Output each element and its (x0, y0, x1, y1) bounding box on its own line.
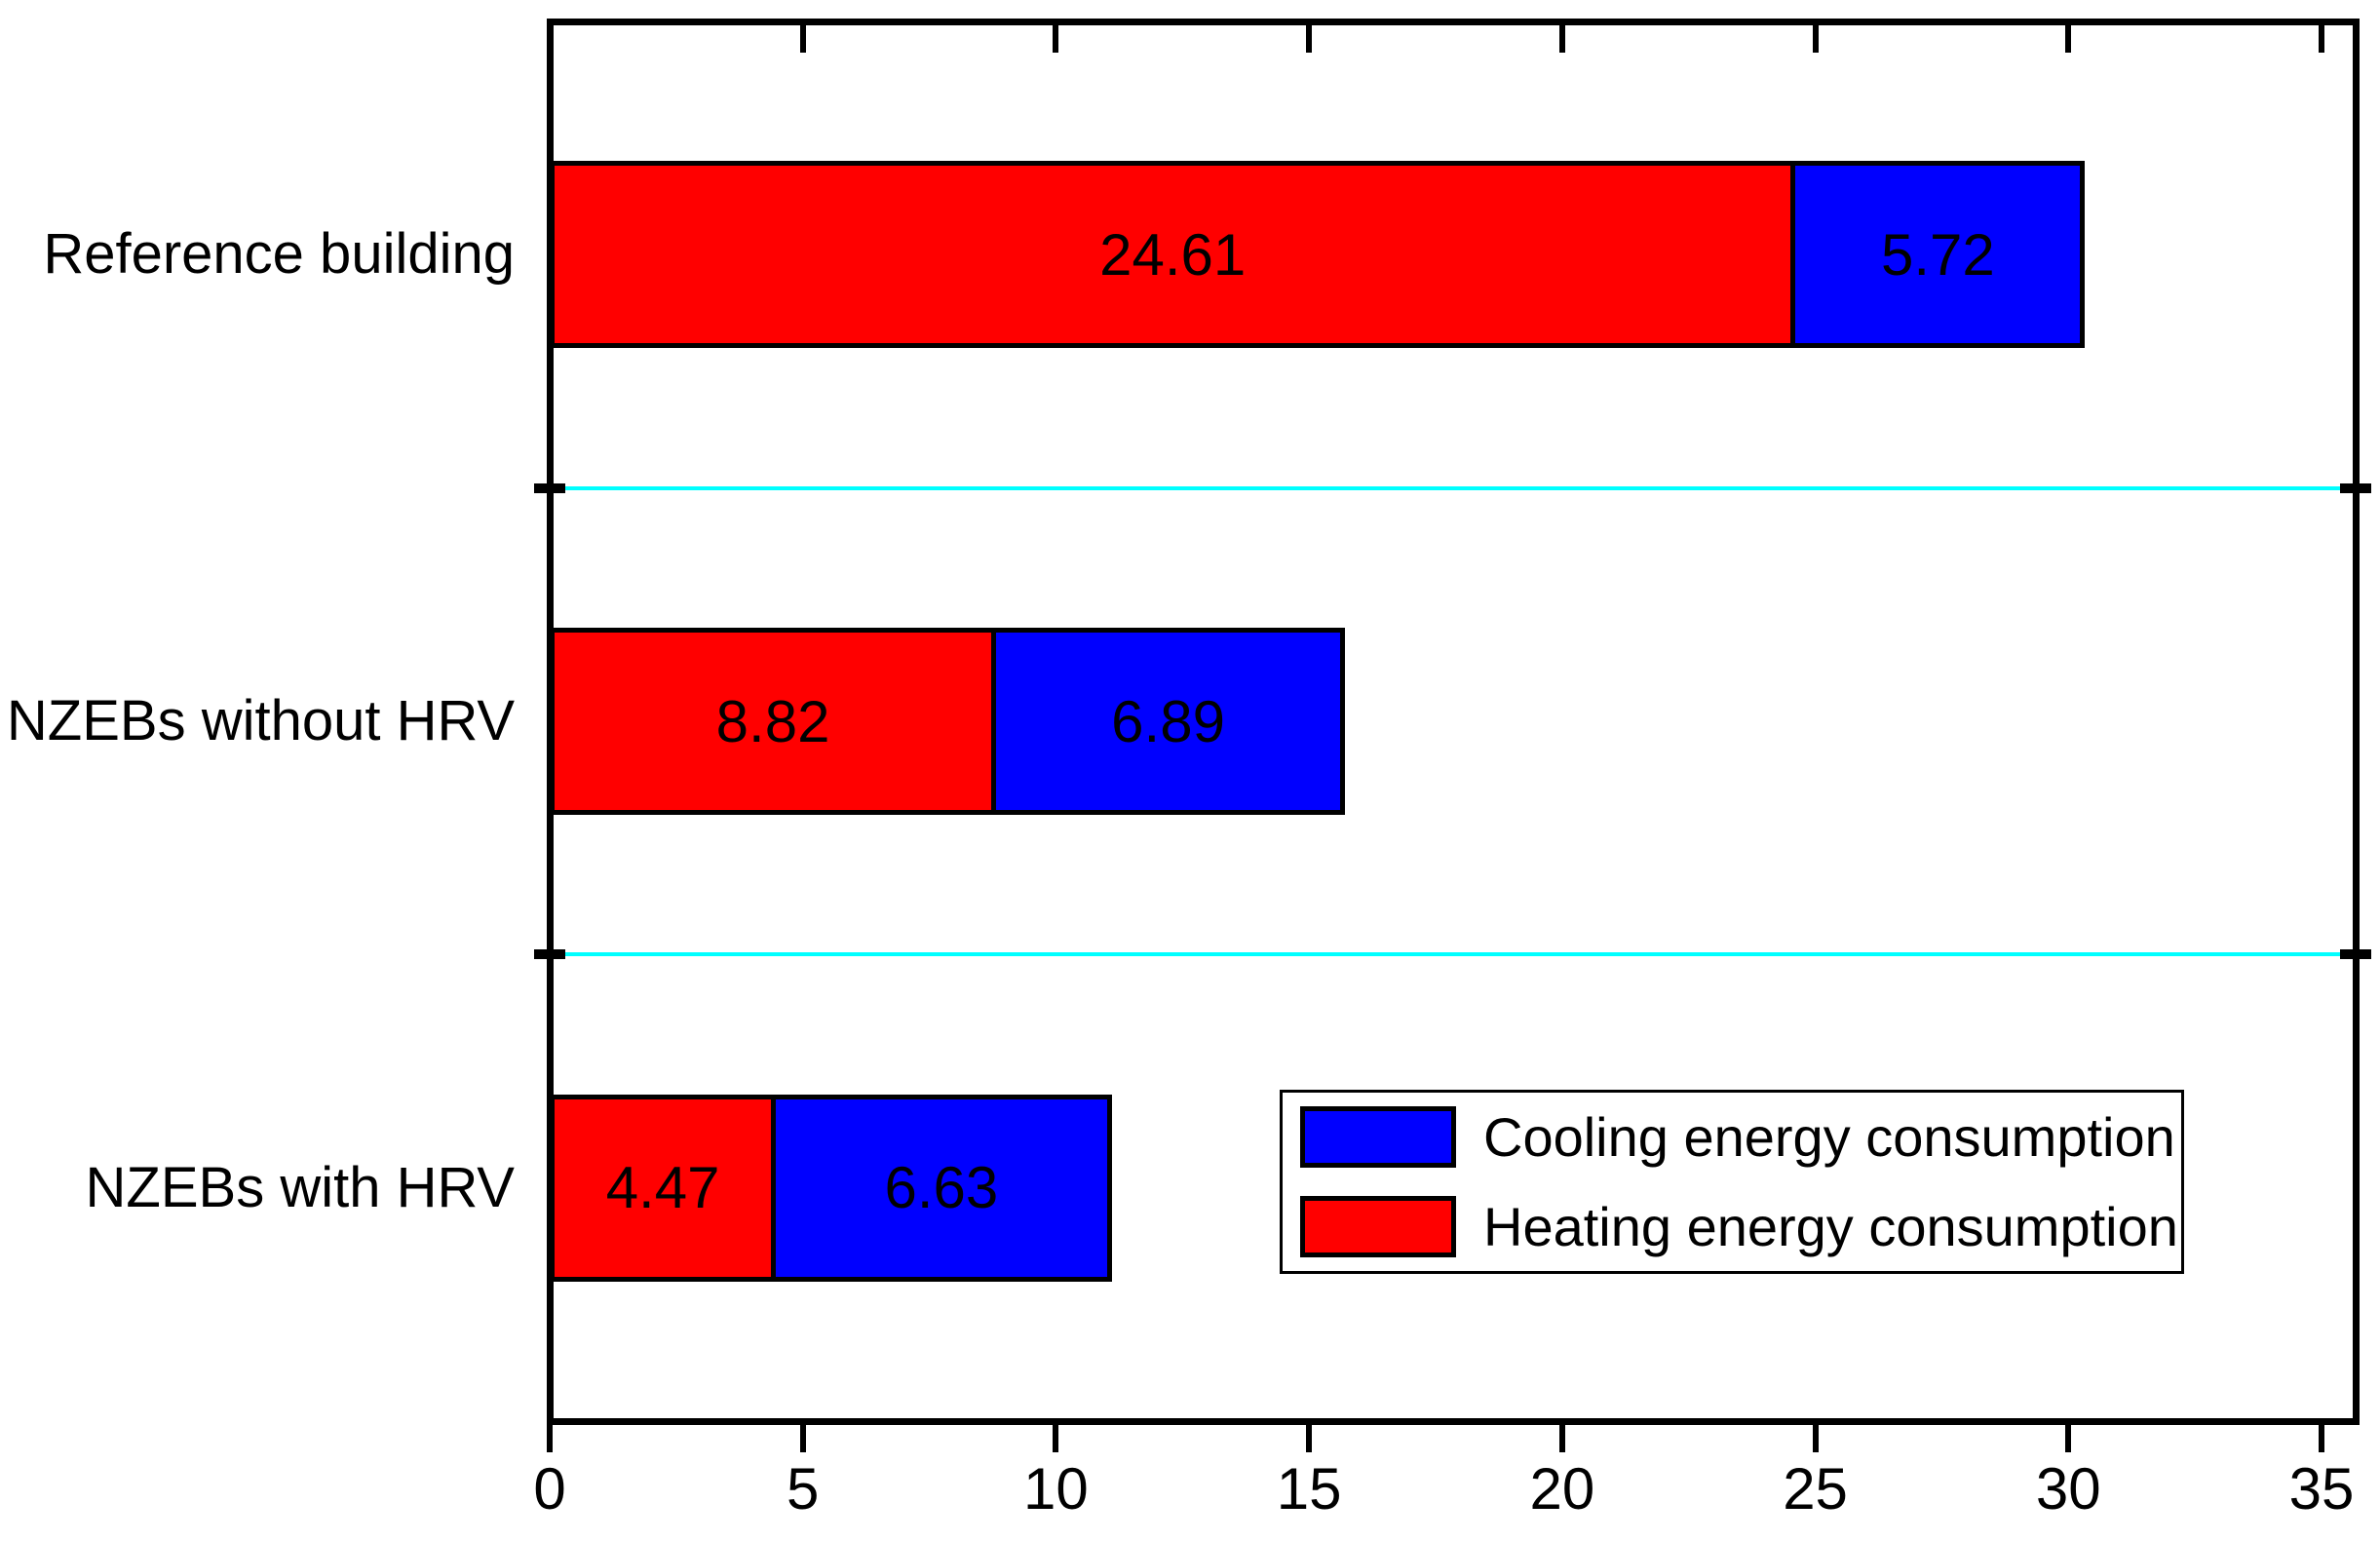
top-axis-tick (1306, 25, 1313, 53)
bar-value-label: 4.47 (605, 1155, 720, 1221)
top-axis-tick (2319, 25, 2324, 53)
top-axis-tick (2065, 25, 2072, 53)
bar-value-label: 6.89 (1111, 688, 1225, 754)
bottom-axis-tick (1812, 1425, 1819, 1452)
bar-segment-cooling: 5.72 (1795, 161, 2086, 349)
bottom-axis-tick (1053, 1425, 1059, 1452)
right-axis-category-tick (2340, 482, 2371, 493)
x-tick-label: 0 (533, 1456, 566, 1522)
bottom-axis-tick (547, 1425, 553, 1452)
legend-swatch (1300, 1195, 1456, 1257)
left-axis-category-tick (534, 482, 565, 493)
bar-value-label: 24.61 (1099, 221, 1247, 288)
bar-segment-heating: 24.61 (550, 161, 1796, 349)
bottom-axis-tick (2319, 1425, 2324, 1452)
bar-segment-heating: 8.82 (550, 628, 997, 815)
x-tick-label: 30 (2035, 1456, 2101, 1522)
top-axis-tick (799, 25, 806, 53)
legend-swatch (1300, 1106, 1456, 1169)
bar-segment-cooling: 6.63 (776, 1094, 1112, 1282)
bar-value-label: 6.63 (884, 1155, 999, 1221)
x-tick-label: 35 (2288, 1456, 2355, 1522)
x-tick-label: 25 (1783, 1456, 1848, 1522)
legend: Cooling energy consumption Heating energy… (1280, 1090, 2184, 1274)
bottom-axis-tick (799, 1425, 806, 1452)
bar-value-label: 8.82 (715, 688, 830, 754)
bar-segment-heating: 4.47 (550, 1094, 777, 1282)
x-tick-label: 10 (1023, 1456, 1089, 1522)
x-tick-label: 20 (1529, 1456, 1595, 1522)
legend-label: Cooling energy consumption (1483, 1106, 2175, 1169)
category-separator-line (554, 952, 2352, 957)
bar-value-label: 5.72 (1880, 221, 1995, 288)
category-separator-line (554, 485, 2352, 490)
category-label: NZEBs without HRV (6, 689, 515, 752)
left-axis-category-tick (534, 949, 565, 960)
x-tick-label: 5 (787, 1456, 820, 1522)
bottom-axis-tick (1306, 1425, 1313, 1452)
bar-segment-cooling: 6.89 (996, 628, 1345, 815)
bottom-axis-tick (1558, 1425, 1565, 1452)
top-axis-tick (1053, 25, 1059, 53)
legend-item: Heating energy consumption (1283, 1182, 2181, 1272)
right-axis-category-tick (2340, 949, 2371, 960)
category-label: Reference building (43, 222, 515, 287)
bottom-axis-tick (2065, 1425, 2072, 1452)
legend-label: Heating energy consumption (1483, 1195, 2178, 1257)
x-tick-label: 15 (1276, 1456, 1342, 1522)
top-axis-tick (1558, 25, 1565, 53)
legend-item: Cooling energy consumption (1283, 1093, 2181, 1182)
top-axis-tick (1812, 25, 1819, 53)
category-label: NZEBs with HRV (85, 1155, 515, 1219)
